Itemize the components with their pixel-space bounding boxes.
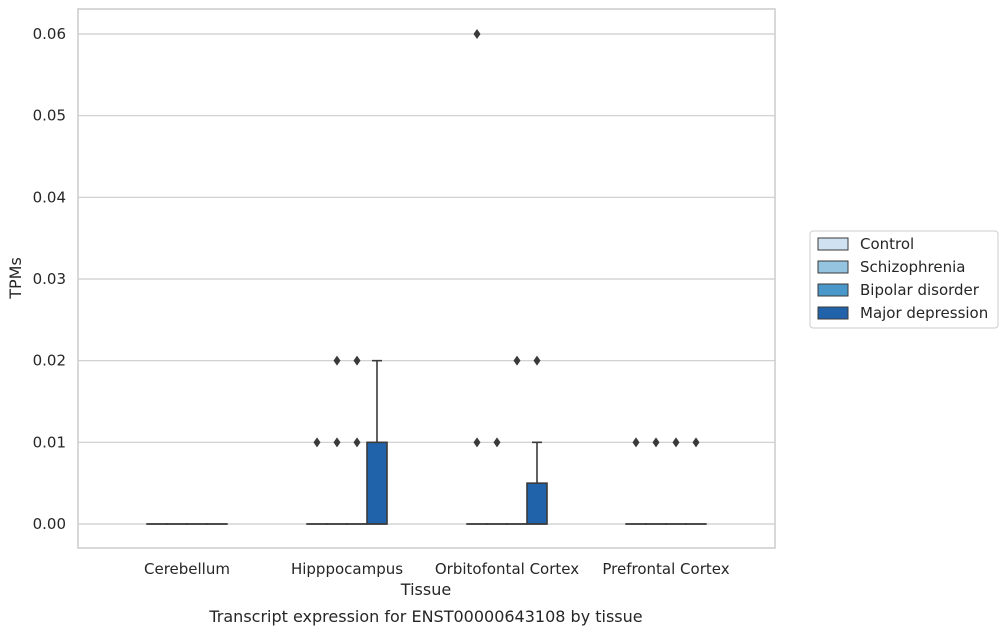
- legend-label: Schizophrenia: [860, 258, 965, 276]
- legend-label: Major depression: [860, 304, 988, 322]
- y-tick-label: 0.01: [33, 433, 66, 451]
- box-body: [526, 482, 548, 525]
- y-tick-label: 0.04: [33, 188, 66, 206]
- outlier-marker: [333, 355, 341, 366]
- box-series: [146, 359, 707, 525]
- outlier-marker: [513, 355, 521, 366]
- chart-caption: Transcript expression for ENST0000064310…: [208, 607, 642, 626]
- legend-swatch: [817, 260, 849, 274]
- plot-frame: [77, 8, 776, 549]
- x-axis-title: Tissue: [400, 580, 451, 599]
- outlier-marker: [493, 437, 501, 448]
- outlier-marker: [672, 437, 680, 448]
- legend-label: Control: [860, 235, 914, 253]
- y-tick-label: 0.06: [33, 25, 66, 43]
- y-tick-label: 0.05: [33, 107, 66, 125]
- legend-swatch: [817, 283, 849, 297]
- outlier-marker: [473, 437, 481, 448]
- x-tick-labels: Cerebellum Hipppocampus Orbitofontal Corte…: [144, 560, 730, 578]
- outlier-marker: [313, 437, 321, 448]
- x-tick-label: Prefrontal Cortex: [602, 560, 729, 578]
- outlier-marker: [652, 437, 660, 448]
- grid-lines: [78, 33, 775, 525]
- outlier-points: [313, 29, 700, 448]
- outlier-marker: [533, 355, 541, 366]
- legend: Control Schizophrenia Bipolar disorder Majo…: [809, 230, 999, 329]
- outlier-marker: [353, 437, 361, 448]
- outlier-marker: [473, 29, 481, 39]
- legend-swatch: [817, 237, 849, 251]
- box-body: [366, 441, 388, 525]
- x-tick-label: Cerebellum: [144, 560, 230, 578]
- legend-swatch: [817, 306, 849, 320]
- outlier-marker: [632, 437, 640, 448]
- y-tick-labels: 0.00 0.01 0.02 0.03 0.04 0.05 0.06: [33, 25, 66, 533]
- outlier-marker: [353, 355, 361, 366]
- y-tick-label: 0.02: [33, 352, 66, 370]
- box-major-depression: [366, 359, 388, 525]
- outlier-marker: [333, 437, 341, 448]
- box-major-depression: [526, 441, 548, 525]
- y-tick-label: 0.00: [33, 515, 66, 533]
- legend-label: Bipolar disorder: [860, 281, 980, 299]
- x-tick-label: Orbitofontal Cortex: [435, 560, 579, 578]
- legend-frame: [809, 230, 999, 329]
- y-axis-title: TPMs: [6, 257, 25, 300]
- y-tick-label: 0.03: [33, 270, 66, 288]
- x-tick-label: Hipppocampus: [291, 560, 403, 578]
- outlier-marker: [692, 437, 700, 448]
